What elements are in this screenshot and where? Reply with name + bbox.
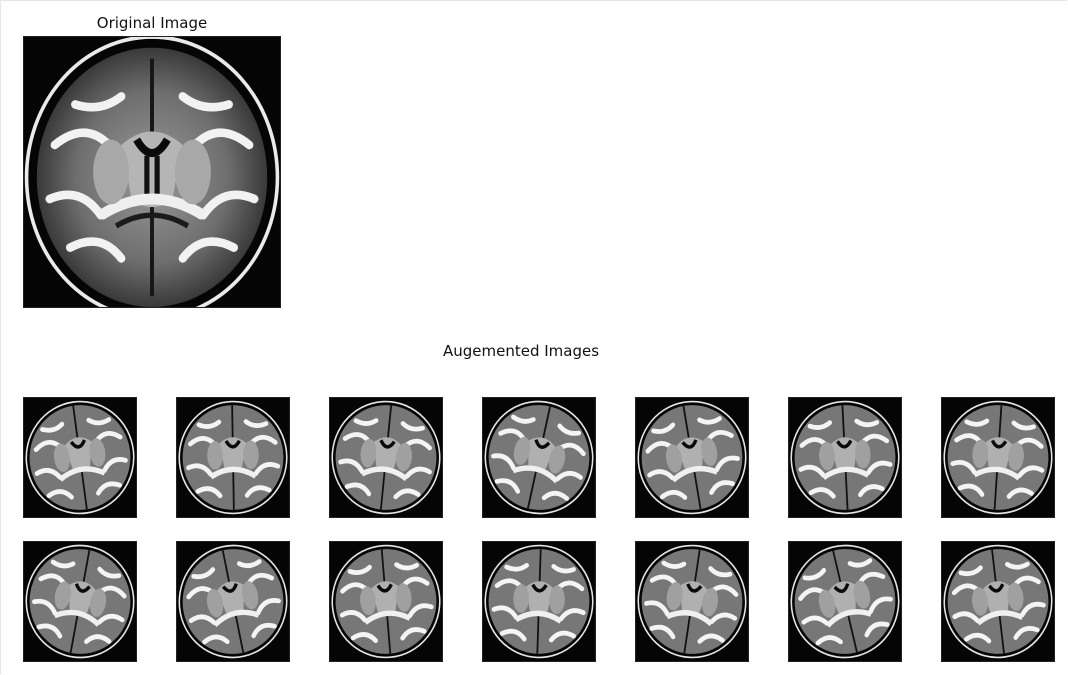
augmented-image-4 xyxy=(482,397,596,518)
original-image xyxy=(23,36,281,308)
augmented-image-9 xyxy=(176,541,290,662)
brain-mri-graphic xyxy=(636,398,748,517)
brain-mri-graphic xyxy=(483,398,595,517)
augmented-image-11 xyxy=(482,541,596,662)
brain-mri-graphic xyxy=(789,398,901,517)
brain-mri-graphic xyxy=(483,542,595,661)
augmented-image-13 xyxy=(788,541,902,662)
augmented-image-3 xyxy=(329,397,443,518)
original-image-title: Original Image xyxy=(96,14,208,32)
brain-mri-graphic xyxy=(942,398,1054,517)
augmented-image-12 xyxy=(635,541,749,662)
brain-mri-graphic xyxy=(24,398,136,517)
brain-mri-graphic xyxy=(636,542,748,661)
brain-mri-graphic xyxy=(24,542,136,661)
brain-mri-graphic xyxy=(942,542,1054,661)
augmented-image-7 xyxy=(941,397,1055,518)
brain-mri-graphic xyxy=(177,398,289,517)
brain-mri-graphic xyxy=(177,542,289,661)
augmented-image-10 xyxy=(329,541,443,662)
augmented-image-1 xyxy=(23,397,137,518)
augmented-image-14 xyxy=(941,541,1055,662)
augmented-image-5 xyxy=(635,397,749,518)
brain-mri-graphic xyxy=(330,398,442,517)
augmented-images-title: Augemented Images xyxy=(442,342,600,360)
brain-mri-graphic xyxy=(330,542,442,661)
augmented-image-2 xyxy=(176,397,290,518)
augmented-image-6 xyxy=(788,397,902,518)
brain-mri-graphic xyxy=(24,37,280,307)
augmented-image-8 xyxy=(23,541,137,662)
brain-mri-graphic xyxy=(789,542,901,661)
